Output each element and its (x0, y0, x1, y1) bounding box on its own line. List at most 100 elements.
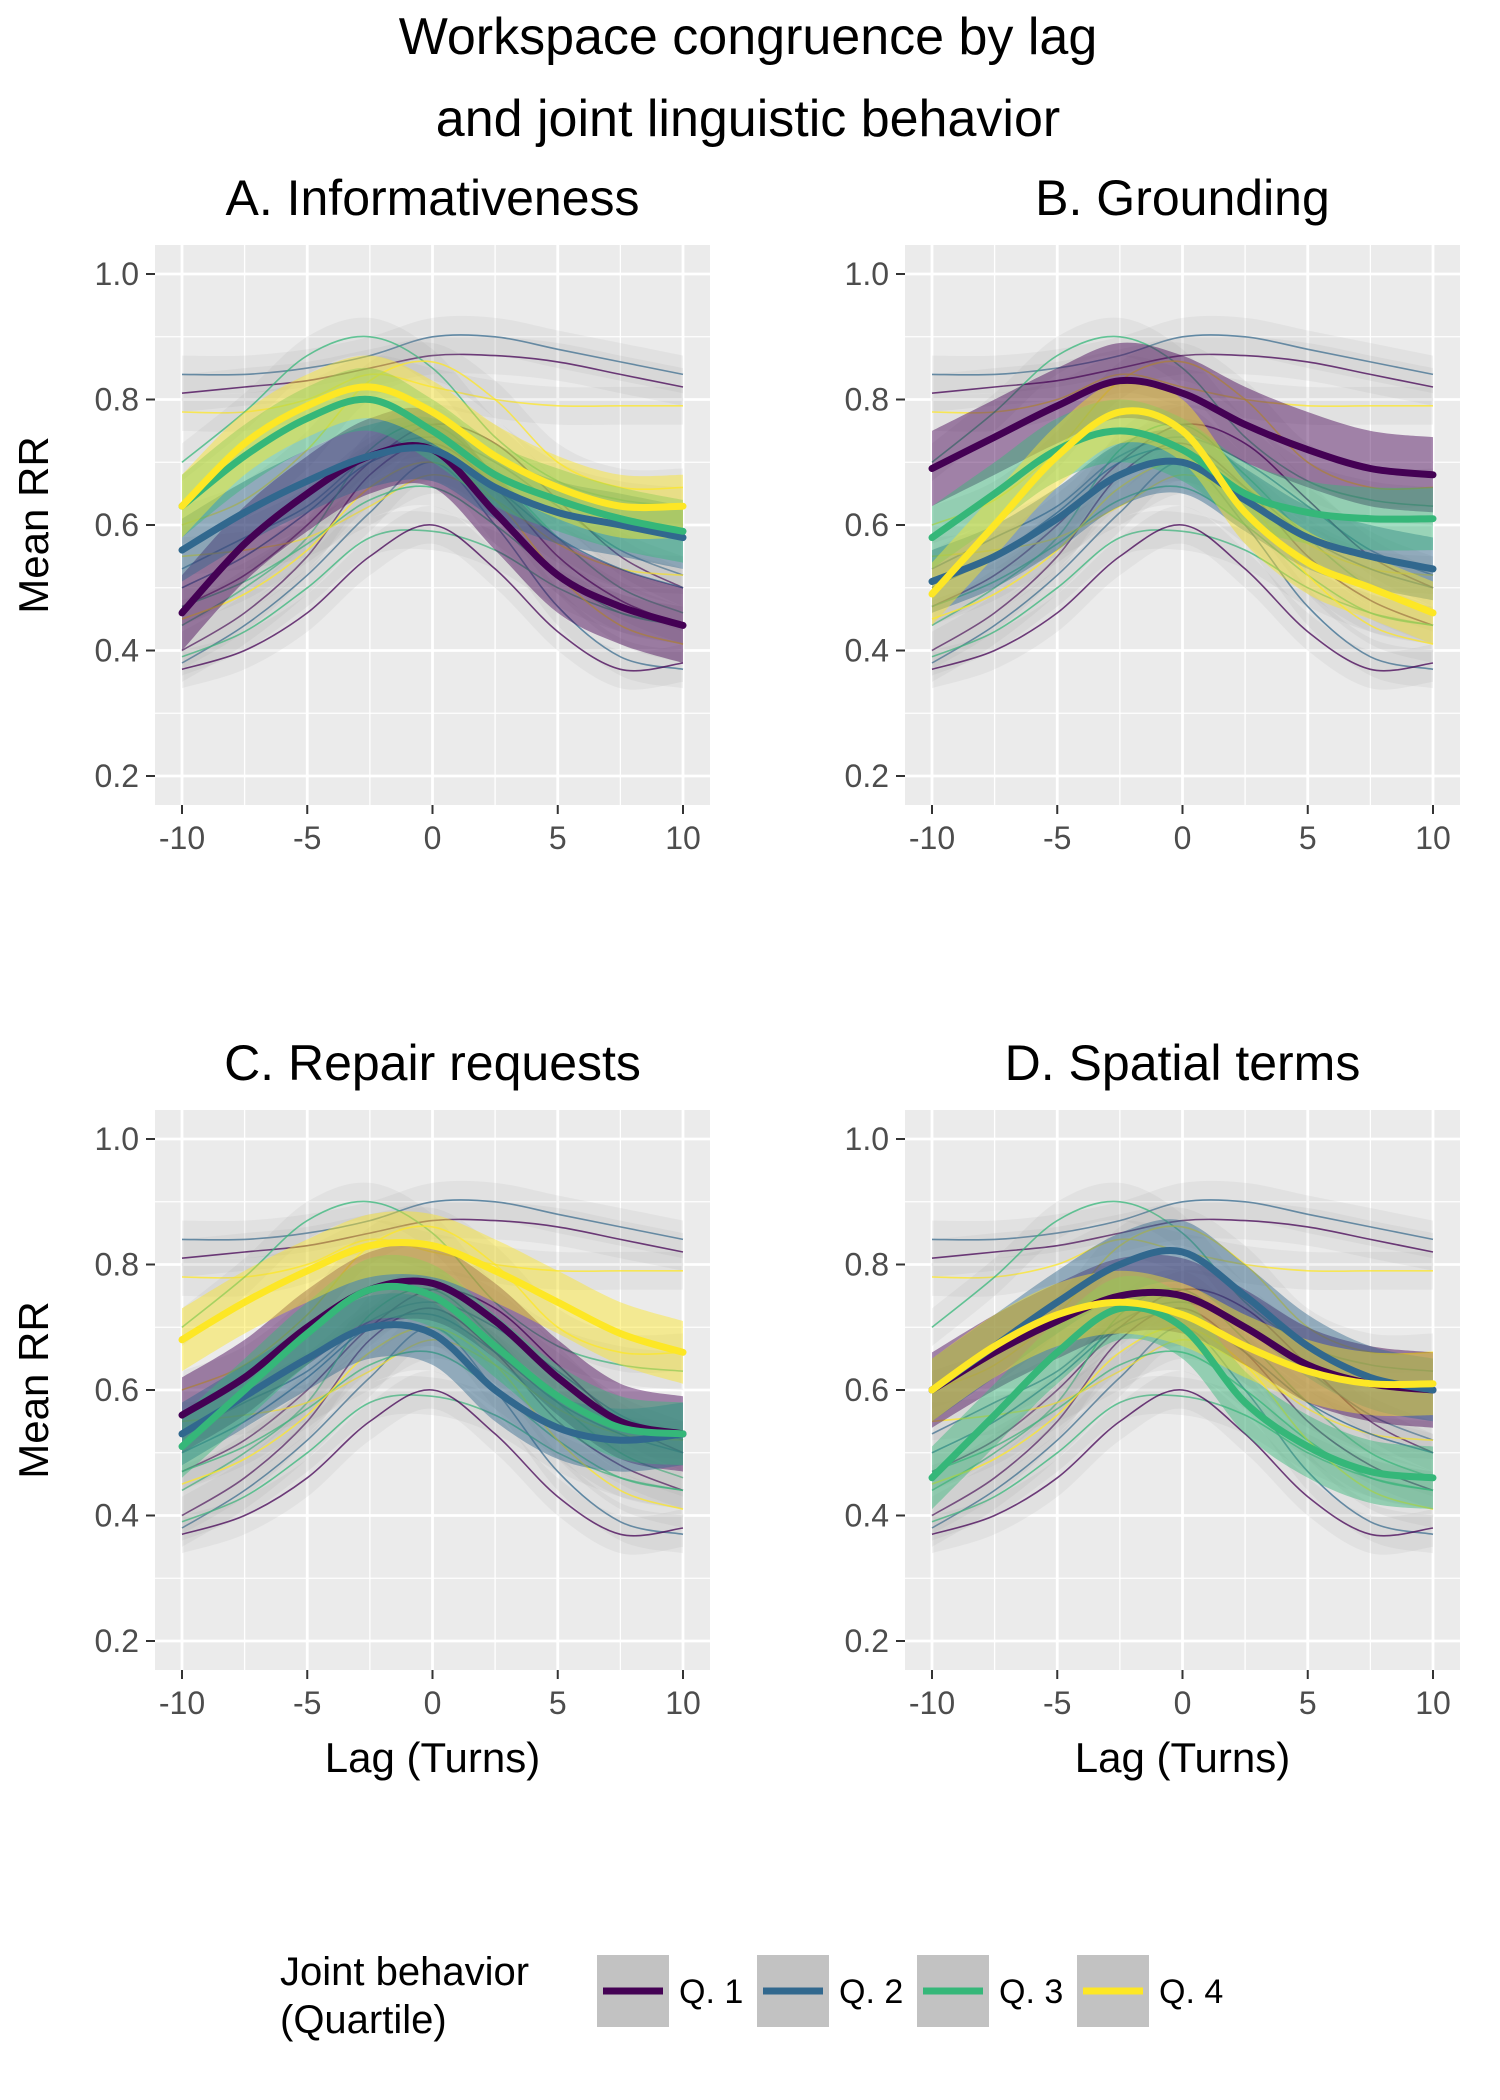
panel-title: C. Repair requests (224, 1035, 641, 1091)
x-tick-label: 10 (1415, 820, 1451, 856)
x-tick-label: -5 (293, 1685, 321, 1721)
y-tick-label: 0.4 (845, 1498, 889, 1534)
plot-area (928, 1180, 1437, 1555)
y-tick-label: 0.6 (95, 1372, 139, 1408)
series-ribbon (932, 429, 1433, 613)
background-ribbon (182, 1270, 683, 1491)
background-line (181, 335, 684, 507)
legend-label: Q. 3 (999, 1973, 1063, 2011)
background-ribbon (932, 443, 1433, 663)
background-line (931, 1225, 1434, 1391)
background-ribbon (932, 1308, 1433, 1528)
panels: 0.2 0.4 0.6 0.8 1.0 -10 -5 0 5 10 A. Informativene… (10, 170, 1460, 1781)
series-ribbon (182, 355, 683, 539)
series-ribbon (932, 1275, 1433, 1510)
x-tick-label: 5 (1299, 820, 1317, 856)
background-line (181, 1312, 684, 1454)
legend-label: Q. 1 (679, 1973, 743, 2011)
y-tick-label: 1.0 (95, 256, 139, 292)
background-line (931, 335, 1434, 507)
background-ribbon (932, 1220, 1433, 1297)
y-tick-label: 0.2 (845, 1623, 889, 1659)
background-line (181, 373, 683, 414)
background-ribbon (182, 443, 683, 663)
x-tick-label: 0 (424, 1685, 442, 1721)
y-tick-label: 0.4 (95, 1498, 139, 1534)
y-tick-label: 1.0 (95, 1121, 139, 1157)
legend-title-line1: Joint behavior (280, 1950, 529, 1994)
series-ribbon (932, 1254, 1433, 1428)
y-tick-label: 1.0 (845, 256, 889, 292)
background-line (181, 473, 684, 576)
chart-panel: 0.2 0.4 0.6 0.8 1.0 -10 -5 0 5 10 C. Repair reques… (10, 1035, 710, 1781)
background-line (931, 1307, 1434, 1517)
background-ribbon (932, 1371, 1433, 1555)
background-line (181, 1394, 684, 1523)
background-ribbon (182, 1200, 683, 1277)
chart-panel: 0.2 0.4 0.6 0.8 1.0 -10 -5 0 5 10 B. Grounding (845, 170, 1460, 856)
background-line (181, 524, 684, 672)
background-ribbon (182, 317, 683, 525)
background-line (181, 422, 684, 627)
background-ribbon (932, 1200, 1433, 1277)
background-ribbon (932, 335, 1433, 412)
background-line (931, 442, 1434, 652)
background-ribbon (932, 1332, 1433, 1510)
series-line (178, 383, 687, 512)
background-line (931, 1199, 1434, 1241)
series-ribbon (932, 379, 1433, 645)
background-ribbon (182, 455, 683, 594)
background-ribbon (932, 342, 1433, 544)
background-ribbon (182, 443, 683, 689)
series-ribbon (182, 1254, 683, 1478)
series-line (178, 444, 687, 554)
background-line (931, 524, 1434, 672)
series-line (928, 457, 1437, 585)
background-line (931, 353, 1434, 394)
background-line (181, 1301, 684, 1441)
x-axis-label: Lag (Turns) (325, 1734, 541, 1781)
background-line (181, 461, 684, 645)
series-ribbon (182, 1211, 683, 1384)
legend-entry: Q. 2 (757, 1955, 903, 2027)
y-tick-label: 0.6 (845, 1372, 889, 1408)
x-tick-label: 0 (424, 820, 442, 856)
series-ribbon (932, 1270, 1433, 1422)
background-ribbon (182, 1308, 683, 1528)
figure-title-line1: Workspace congruence by lag (399, 8, 1098, 66)
x-tick-label: -5 (1043, 1685, 1071, 1721)
series-line (928, 1303, 1437, 1482)
y-tick-label: 0.8 (845, 382, 889, 418)
y-axis-label: Mean RR (10, 1301, 57, 1478)
series-line (178, 395, 687, 535)
background-line (181, 1199, 684, 1241)
background-line (931, 1287, 1434, 1492)
legend-entry: Q. 1 (597, 1955, 743, 2027)
series-ribbon (182, 416, 683, 582)
background-line (931, 373, 1433, 414)
background-line (181, 1218, 684, 1259)
background-line (181, 1307, 684, 1517)
background-ribbon (932, 1320, 1433, 1459)
y-tick-label: 0.4 (95, 633, 139, 669)
x-tick-label: 0 (1174, 820, 1192, 856)
series-line (178, 1321, 687, 1444)
series-line (928, 407, 1437, 617)
background-ribbon (182, 355, 683, 432)
series-ribbon (182, 1243, 683, 1472)
x-tick-label: 5 (549, 820, 567, 856)
background-ribbon (182, 1376, 683, 1541)
y-axis-label: Mean RR (10, 436, 57, 613)
chart-panel: 0.2 0.4 0.6 0.8 1.0 -10 -5 0 5 10 D. Spatial terms… (845, 1035, 1460, 1781)
background-line (181, 1389, 684, 1537)
background-line (181, 1238, 683, 1279)
background-ribbon (932, 1207, 1433, 1409)
x-tick-label: -5 (1043, 820, 1071, 856)
background-ribbon (932, 506, 1433, 690)
x-tick-label: 5 (549, 1685, 567, 1721)
x-tick-label: 10 (1415, 1685, 1451, 1721)
background-line (931, 422, 1434, 627)
y-tick-label: 0.2 (95, 1623, 139, 1659)
background-line (931, 436, 1434, 576)
x-axis-label: Lag (Turns) (1075, 1734, 1291, 1781)
